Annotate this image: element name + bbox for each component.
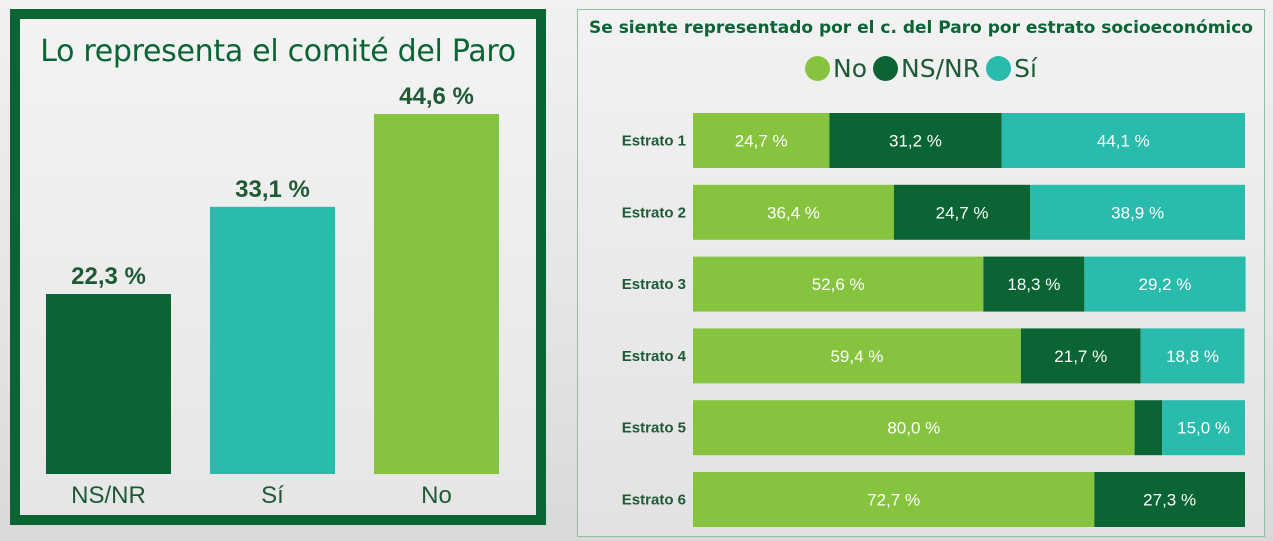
legend-label-nsnr: NS/NR — [901, 54, 981, 83]
segment-nsnr — [1134, 400, 1163, 456]
segment-nsnr — [893, 184, 1031, 240]
segment-value-label: 80,0 % — [887, 419, 940, 438]
segment-no — [693, 400, 1135, 456]
segment-value-label: 27,3 % — [1143, 491, 1196, 510]
simple-bar-chart-panel: Lo representa el comité del Paro 22,3 % N… — [10, 9, 546, 525]
segment-nsnr — [1020, 328, 1141, 384]
segment-nsnr — [1094, 472, 1245, 527]
row-label: Estrato 2 — [622, 204, 686, 221]
left-chart-title: Lo representa el comité del Paro — [40, 34, 516, 69]
segment-si — [1084, 256, 1246, 312]
legend-item-nsnr: NS/NR — [873, 54, 980, 83]
bar-value-label: 44,6 % — [399, 83, 474, 110]
bar-value-label: 22,3 % — [71, 263, 146, 290]
chart-legend: No NS/NR Sí — [578, 54, 1264, 83]
bar-value-label: 33,1 % — [235, 176, 310, 203]
segment-no — [693, 184, 894, 240]
right-chart-title: Se siente representado por el c. del Par… — [589, 18, 1253, 38]
legend-swatch-si — [986, 56, 1012, 81]
segment-value-label: 18,8 % — [1166, 347, 1219, 366]
legend-swatch-no — [805, 56, 831, 81]
segment-value-label: 21,7 % — [1054, 347, 1107, 366]
legend-swatch-nsnr — [873, 56, 899, 81]
stacked-bar-chart-panel: Se siente representado por el c. del Par… — [577, 9, 1265, 537]
bar-1 — [210, 206, 335, 474]
row-label: Estrato 3 — [622, 276, 686, 293]
segment-no — [693, 113, 830, 168]
row-label: Estrato 5 — [622, 420, 686, 437]
category-label: No — [421, 482, 452, 509]
segment-nsnr — [829, 113, 1002, 168]
stacked-bar-chart: Estrato 1 24,7 % 31,2 % 44,1 % Estrato 2 36,4… — [622, 113, 1246, 527]
simple-bar-chart: 22,3 % NS/NR 33,1 % Sí 44,6 % No — [46, 83, 499, 509]
category-label: NS/NR — [71, 482, 146, 509]
segment-no — [693, 328, 1021, 384]
segment-si — [1140, 328, 1245, 384]
segment-nsnr — [983, 256, 1085, 312]
segment-no — [693, 256, 984, 312]
segment-value-label: 59,4 % — [830, 347, 883, 366]
segment-value-label: 18,3 % — [1007, 275, 1060, 294]
segment-value-label: 36,4 % — [767, 203, 820, 222]
segment-si — [1162, 400, 1245, 456]
segment-si — [1030, 184, 1245, 240]
segment-value-label: 44,1 % — [1097, 132, 1150, 151]
segment-value-label: 29,2 % — [1138, 275, 1191, 294]
segment-no — [693, 472, 1095, 527]
segment-si — [1001, 113, 1245, 168]
segment-value-label: 52,6 % — [812, 275, 865, 294]
row-label: Estrato 4 — [622, 348, 687, 365]
segment-value-label: 72,7 % — [867, 491, 920, 510]
segment-value-label: 24,7 % — [735, 132, 788, 151]
legend-label-si: Sí — [1014, 54, 1037, 83]
row-label: Estrato 6 — [622, 492, 686, 509]
segment-value-label: 31,2 % — [889, 132, 942, 151]
legend-item-si: Sí — [986, 54, 1037, 83]
segment-value-label: 24,7 % — [936, 203, 989, 222]
bar-0 — [46, 294, 171, 474]
segment-value-label: 15,0 % — [1177, 419, 1230, 438]
legend-label-no: No — [833, 54, 868, 83]
bar-2 — [374, 114, 499, 474]
legend-item-no: No — [805, 54, 867, 83]
row-label: Estrato 1 — [622, 133, 686, 150]
category-label: Sí — [261, 482, 284, 509]
segment-value-label: 38,9 % — [1111, 203, 1164, 222]
